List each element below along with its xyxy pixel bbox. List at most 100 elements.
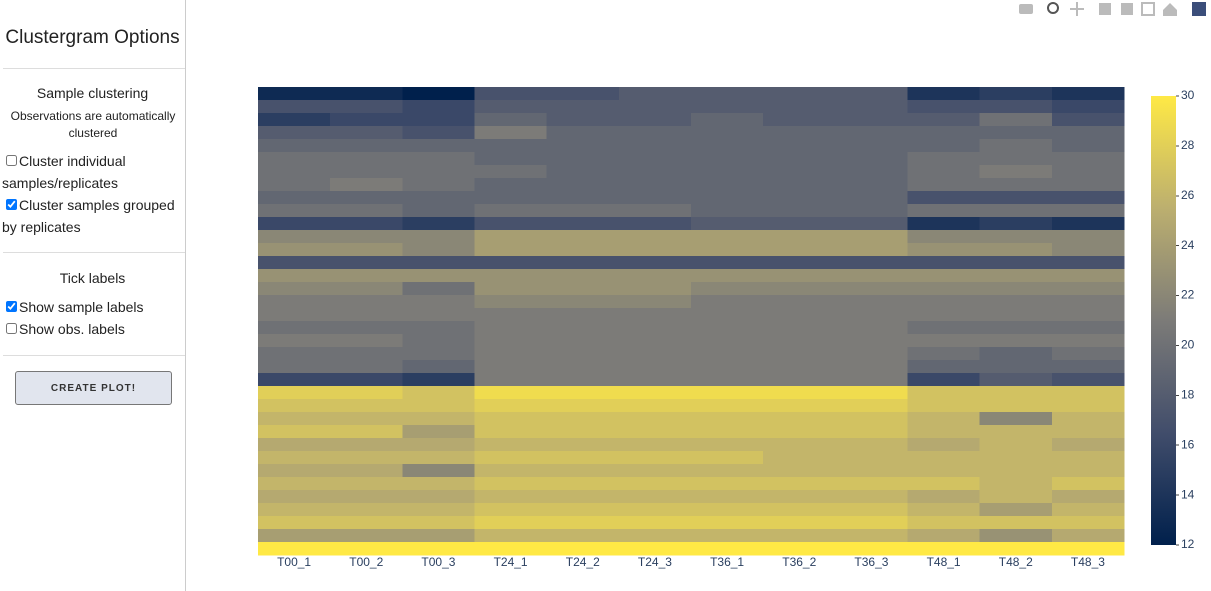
heatmap-cell bbox=[546, 438, 620, 452]
heatmap-cell bbox=[474, 269, 548, 283]
colorbar-tick-label: 12 bbox=[1181, 537, 1195, 551]
heatmap-cell bbox=[763, 529, 836, 543]
heatmap-cell bbox=[474, 308, 548, 322]
heatmap-cell bbox=[907, 308, 981, 322]
heatmap-cell bbox=[402, 178, 475, 192]
heatmap-cell bbox=[691, 204, 764, 218]
heatmap-cell bbox=[763, 217, 836, 231]
zoom-icon[interactable] bbox=[1047, 2, 1059, 14]
heatmap-cell bbox=[474, 516, 548, 530]
heatmap-cell bbox=[979, 373, 1053, 387]
heatmap-cell bbox=[330, 178, 403, 192]
colorbar-tick-label: 28 bbox=[1181, 138, 1195, 152]
heatmap-cell bbox=[979, 139, 1053, 153]
heatmap-cell bbox=[330, 386, 403, 400]
heatmap-cell bbox=[835, 204, 908, 218]
heatmap-cell bbox=[402, 243, 475, 257]
heatmap-cell bbox=[402, 542, 475, 556]
option-label: Show obs. labels bbox=[19, 321, 125, 337]
heatmap-cell bbox=[1051, 360, 1125, 374]
heatmap-cell bbox=[402, 477, 475, 491]
heatmap-cell bbox=[691, 321, 764, 335]
heatmap-cell bbox=[835, 542, 908, 556]
heatmap-cell bbox=[474, 490, 548, 504]
heatmap-cell bbox=[763, 178, 836, 192]
checkbox[interactable] bbox=[6, 155, 17, 166]
heatmap-cell bbox=[835, 126, 908, 140]
heatmap-cell bbox=[979, 204, 1053, 218]
heatmap-cell bbox=[618, 113, 692, 127]
heatmap-cell bbox=[402, 217, 475, 231]
heatmap-cell bbox=[763, 477, 836, 491]
checkbox[interactable] bbox=[6, 323, 17, 334]
heatmap-cell bbox=[330, 308, 403, 322]
heatmap-cell bbox=[618, 87, 692, 101]
checkbox[interactable] bbox=[6, 199, 17, 210]
heatmap-cell bbox=[258, 451, 331, 465]
heatmap-cell bbox=[907, 477, 981, 491]
heatmap-cell bbox=[330, 282, 403, 296]
heatmap-cell bbox=[835, 425, 908, 439]
heatmap-cell bbox=[691, 87, 764, 101]
heatmap-cell bbox=[1051, 165, 1125, 179]
heatmap-cell bbox=[1051, 126, 1125, 140]
heatmap-cell bbox=[258, 191, 331, 205]
heatmap-cell bbox=[691, 516, 764, 530]
heatmap-cell bbox=[907, 87, 981, 101]
heatmap-cell bbox=[330, 321, 403, 335]
autoscale-icon[interactable] bbox=[1141, 2, 1155, 16]
heatmap-cell bbox=[618, 230, 692, 244]
heatmap-cell bbox=[1051, 256, 1125, 270]
heatmap-cell bbox=[258, 243, 331, 257]
heatmap-cell bbox=[402, 529, 475, 543]
reset-icon[interactable] bbox=[1163, 3, 1177, 16]
heatmap-cell bbox=[474, 334, 548, 348]
create-plot-button[interactable]: CREATE PLOT! bbox=[15, 371, 172, 405]
heatmap-cell bbox=[258, 256, 331, 270]
heatmap-cell bbox=[691, 464, 764, 478]
heatmap-cell bbox=[402, 126, 475, 140]
heatmap-cell bbox=[330, 529, 403, 543]
heatmap-cell bbox=[763, 295, 836, 309]
heatmap-cell bbox=[1051, 282, 1125, 296]
heatmap-cell bbox=[618, 529, 692, 543]
camera-icon[interactable] bbox=[1019, 4, 1033, 14]
heatmap-cell bbox=[1051, 113, 1125, 127]
heatmap-cell bbox=[546, 126, 620, 140]
zoom-in-icon[interactable] bbox=[1099, 3, 1111, 15]
x-tick-label: T00_3 bbox=[421, 555, 455, 569]
heatmap-cell bbox=[835, 477, 908, 491]
heatmap-cell bbox=[618, 204, 692, 218]
heatmap-cell bbox=[835, 451, 908, 465]
heatmap-cell bbox=[618, 438, 692, 452]
option: Cluster individual samples/replicates bbox=[2, 150, 182, 194]
plotly-logo[interactable] bbox=[1192, 2, 1206, 16]
x-tick-label: T24_3 bbox=[638, 555, 672, 569]
heatmap-cell bbox=[474, 386, 548, 400]
heatmap-cell bbox=[1051, 295, 1125, 309]
zoom-out-icon[interactable] bbox=[1121, 3, 1133, 15]
heatmap-cell bbox=[402, 282, 475, 296]
heatmap-cell bbox=[907, 139, 981, 153]
heatmap-cell bbox=[618, 477, 692, 491]
heatmap-cell bbox=[691, 269, 764, 283]
heatmap-cell bbox=[258, 204, 331, 218]
pan-icon[interactable] bbox=[1070, 2, 1084, 16]
heatmap-cell bbox=[258, 126, 331, 140]
heatmap-cell bbox=[1051, 464, 1125, 478]
heatmap-cell bbox=[1051, 217, 1125, 231]
heatmap-cell bbox=[763, 399, 836, 413]
checkbox[interactable] bbox=[6, 301, 17, 312]
heatmap-cell bbox=[618, 386, 692, 400]
heatmap-cell bbox=[330, 139, 403, 153]
heatmap-cell bbox=[474, 438, 548, 452]
heatmap-cell bbox=[691, 295, 764, 309]
x-tick-label: T36_2 bbox=[782, 555, 816, 569]
heatmap-cell bbox=[330, 425, 403, 439]
heatmap-cell bbox=[258, 516, 331, 530]
heatmap-cell bbox=[979, 282, 1053, 296]
heatmap-cell bbox=[258, 399, 331, 413]
heatmap-cell bbox=[330, 243, 403, 257]
heatmap-cell bbox=[979, 516, 1053, 530]
heatmap-cell bbox=[763, 204, 836, 218]
